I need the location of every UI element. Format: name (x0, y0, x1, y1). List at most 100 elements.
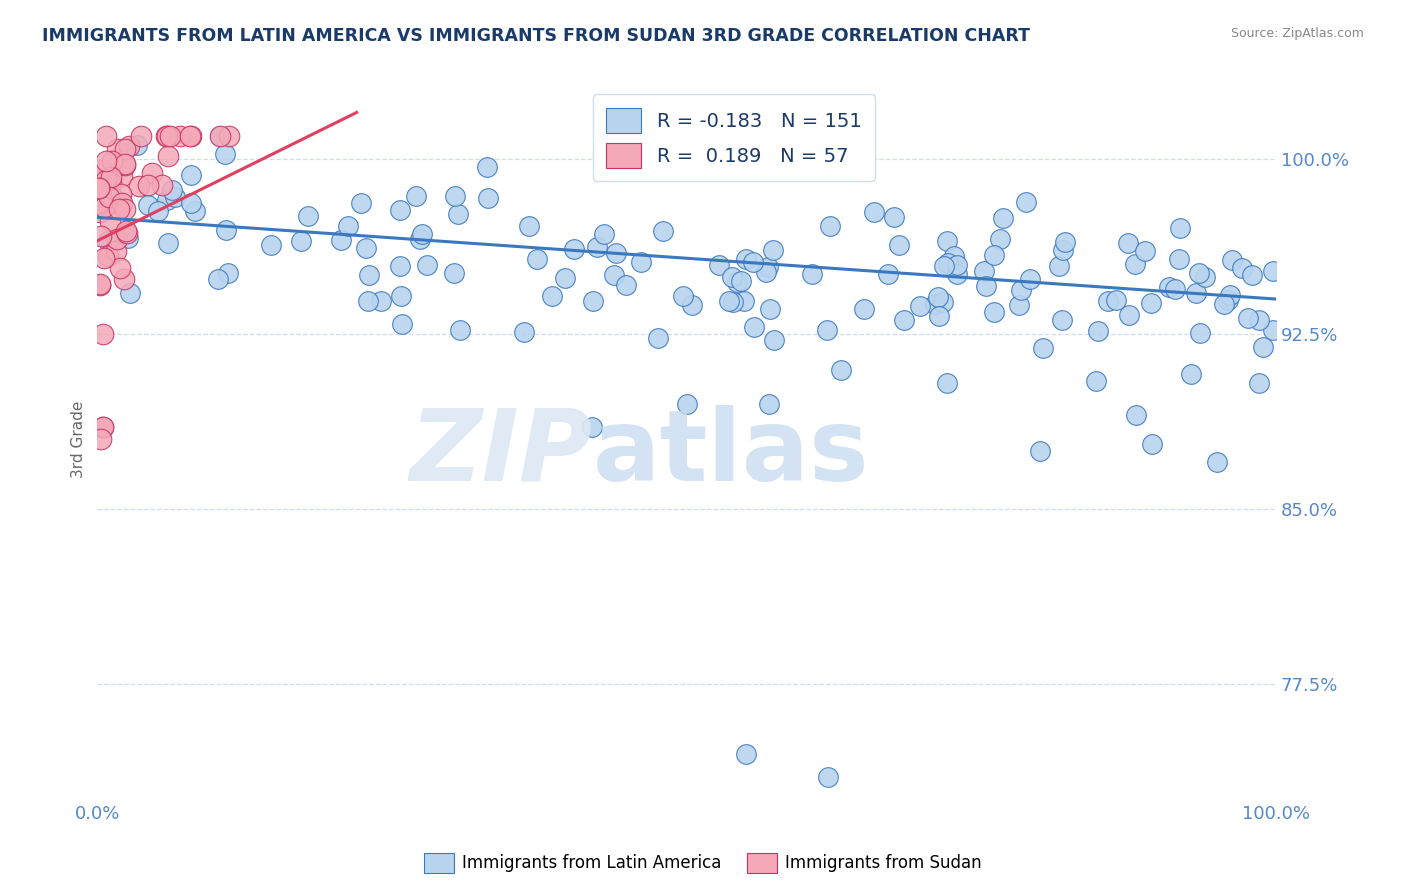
Point (209, 128, 232, 143)
Point (1118, 308, 1140, 322)
Point (1087, 324, 1109, 338)
Point (127, 137, 149, 152)
Point (993, 211, 1015, 226)
Point (614, 277, 637, 292)
Point (100, 176, 122, 190)
Point (290, 234, 312, 248)
Point (114, 142, 136, 156)
Point (1251, 339, 1274, 353)
Point (936, 376, 959, 390)
Text: ZIP: ZIP (409, 405, 592, 502)
Point (1047, 259, 1070, 273)
Point (297, 209, 319, 223)
Point (927, 291, 949, 305)
Point (554, 271, 576, 285)
Point (218, 128, 240, 143)
Point (1230, 261, 1253, 276)
Point (603, 268, 626, 283)
Point (818, 219, 841, 234)
Point (1249, 313, 1271, 327)
Point (526, 252, 548, 266)
Point (388, 203, 411, 218)
Point (936, 256, 959, 270)
Point (1206, 455, 1229, 469)
Point (651, 224, 673, 238)
Point (1167, 252, 1189, 266)
Point (721, 270, 744, 285)
Point (449, 323, 471, 337)
Point (519, 219, 541, 234)
Point (447, 207, 470, 221)
Point (1168, 220, 1191, 235)
Point (1008, 298, 1031, 312)
Point (887, 237, 910, 252)
Point (801, 268, 824, 282)
Point (416, 258, 439, 272)
Point (893, 313, 915, 327)
Point (1261, 323, 1284, 337)
Point (91, 420, 114, 434)
Point (98, 190, 121, 204)
Y-axis label: 3rd Grade: 3rd Grade (72, 401, 86, 478)
Point (129, 128, 152, 143)
Point (1125, 408, 1147, 422)
Text: IMMIGRANTS FROM LATIN AMERICA VS IMMIGRANTS FROM SUDAN 3RD GRADE CORRELATION CHA: IMMIGRANTS FROM LATIN AMERICA VS IMMIGRA… (42, 27, 1031, 45)
Point (443, 189, 465, 203)
Point (94, 128, 117, 143)
Point (1133, 244, 1156, 258)
Point (605, 245, 627, 260)
Point (141, 166, 163, 180)
Point (946, 258, 969, 272)
Point (1188, 326, 1211, 340)
Point (758, 301, 780, 316)
Point (370, 293, 392, 308)
Point (758, 397, 780, 411)
Point (101, 153, 124, 168)
Point (1236, 310, 1258, 325)
Point (1213, 296, 1236, 310)
Point (136, 198, 159, 212)
Point (675, 397, 697, 411)
Point (108, 261, 131, 276)
Point (983, 304, 1005, 318)
Point (89, 205, 111, 219)
Point (91, 420, 114, 434)
Point (180, 196, 202, 211)
Point (1050, 312, 1073, 326)
Point (150, 178, 173, 192)
Point (586, 240, 609, 254)
Point (209, 128, 232, 143)
Point (93, 200, 115, 214)
Point (354, 241, 377, 255)
Point (934, 260, 956, 274)
Point (1222, 253, 1244, 268)
Point (156, 235, 179, 250)
Point (830, 363, 852, 377)
Point (647, 331, 669, 345)
Point (709, 258, 731, 272)
Point (405, 189, 427, 203)
Point (94, 154, 117, 169)
Point (742, 255, 765, 269)
Point (105, 142, 128, 156)
Point (443, 266, 465, 280)
Point (114, 157, 136, 171)
Point (336, 219, 359, 234)
Point (1219, 288, 1241, 302)
Point (908, 299, 931, 313)
Point (89, 277, 111, 292)
Point (214, 147, 236, 161)
Point (330, 233, 353, 247)
Point (87, 181, 110, 195)
Point (97, 234, 120, 248)
Point (94, 172, 117, 186)
Point (877, 267, 900, 281)
Point (128, 178, 150, 193)
Point (90, 432, 112, 446)
Point (681, 298, 703, 312)
Point (1015, 194, 1038, 209)
Point (408, 232, 430, 246)
Point (105, 244, 128, 259)
Point (928, 309, 950, 323)
Point (136, 178, 159, 193)
